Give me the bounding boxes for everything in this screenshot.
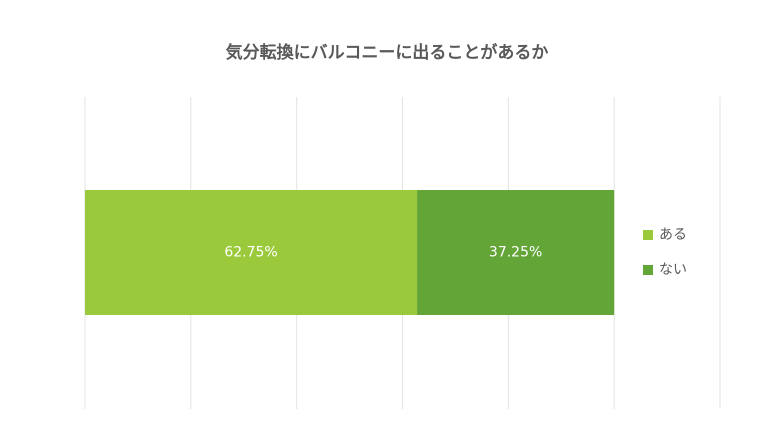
- data-label: 37.25%: [489, 245, 542, 261]
- legend-label: ある: [659, 227, 687, 243]
- legend-label: ない: [659, 262, 687, 278]
- legend-swatch: [643, 230, 653, 240]
- data-label: 62.75%: [224, 245, 277, 261]
- bar-segment: [85, 190, 418, 315]
- bar-segment: [417, 190, 615, 315]
- chart-title: 気分転換にバルコニーに出ることがあるか: [225, 42, 549, 63]
- legend-swatch: [643, 265, 653, 275]
